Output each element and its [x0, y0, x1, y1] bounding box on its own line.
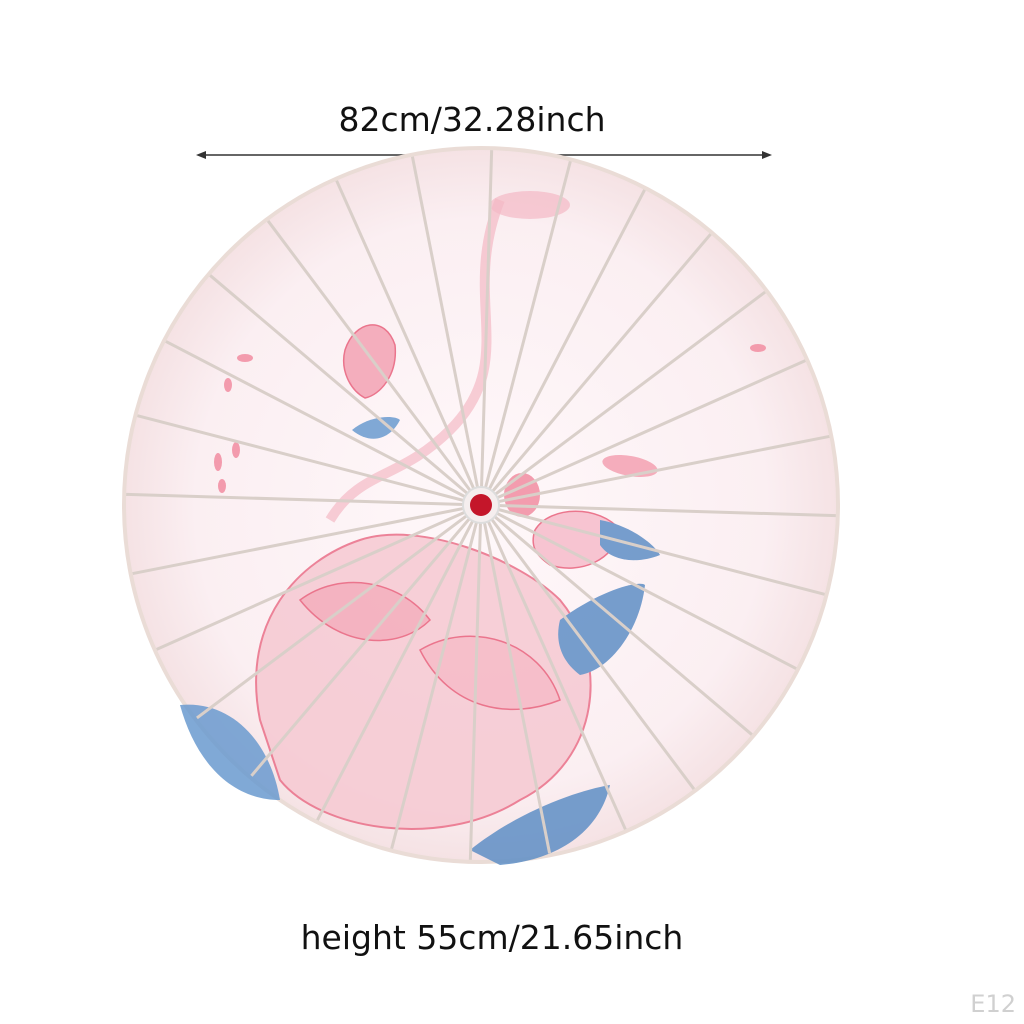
ribbon — [325, 198, 505, 523]
umbrella-ribs — [126, 150, 836, 860]
umbrella-rib — [132, 503, 482, 576]
umbrella-rib — [480, 359, 806, 507]
umbrella-rib — [479, 150, 494, 506]
leaf — [352, 417, 400, 439]
umbrella-rib — [266, 220, 483, 506]
umbrella-hub-cap — [470, 494, 492, 516]
umbrella-rib — [209, 274, 482, 507]
leaf — [600, 520, 660, 561]
umbrella-rib — [480, 503, 825, 596]
umbrella-rib — [480, 434, 830, 507]
umbrella-rib — [156, 503, 482, 651]
umbrella-rib — [250, 504, 483, 777]
leaf — [180, 704, 280, 800]
width-dimension-label: 82cm/32.28inch — [338, 100, 606, 139]
umbrella-rib — [479, 504, 552, 854]
umbrella-rib — [468, 504, 483, 860]
umbrella-rib — [410, 156, 483, 506]
umbrella-rib — [480, 503, 797, 670]
umbrella-rib — [165, 340, 482, 507]
umbrella-rib — [335, 180, 483, 506]
lotus-bud — [343, 324, 397, 399]
umbrella-rib — [480, 290, 766, 507]
leaf — [470, 785, 610, 865]
floral-pattern — [180, 191, 766, 865]
peony-petal — [298, 581, 431, 642]
umbrella-rib — [480, 503, 753, 736]
umbrella-rib — [126, 492, 482, 507]
umbrella-rib — [316, 504, 483, 821]
umbrella-rib — [479, 189, 646, 506]
umbrella-rib — [479, 504, 696, 790]
umbrella-rib — [196, 503, 482, 720]
product-code: E12 — [970, 990, 1016, 1018]
peony-petal — [419, 635, 561, 711]
umbrella-rib — [137, 414, 482, 507]
umbrella-rib — [479, 233, 712, 506]
umbrella-rib — [390, 504, 483, 849]
umbrella-rib — [479, 161, 572, 506]
umbrella-rib — [480, 503, 836, 518]
umbrella-rib — [479, 504, 627, 830]
height-dimension-label: height 55cm/21.65inch — [300, 918, 684, 957]
leaf — [558, 583, 645, 675]
